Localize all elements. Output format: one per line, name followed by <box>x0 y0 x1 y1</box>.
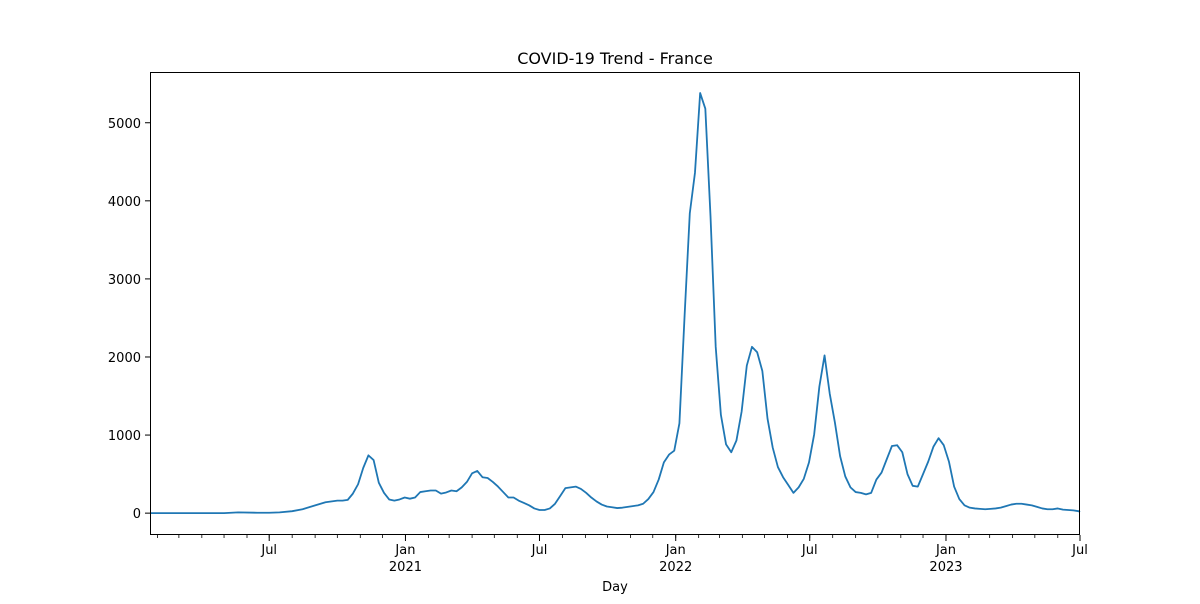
x-tick-label: Jul <box>531 543 548 558</box>
x-axis: Jul Jan 2021 Jul Jan 2022 Jul Jan 2023 Jul <box>157 535 1088 575</box>
y-tick-label: 1000 <box>108 429 141 444</box>
axes-frame <box>150 72 1080 535</box>
x-axis-label: Day <box>602 580 628 595</box>
y-tick-label: 3000 <box>108 273 141 288</box>
x-year-label: 2023 <box>929 560 962 575</box>
chart-title: COVID-19 Trend - France <box>517 49 713 68</box>
x-year-label: 2021 <box>389 560 422 575</box>
x-tick-label: Jul <box>260 543 277 558</box>
y-tick-label: 0 <box>133 507 141 522</box>
x-year-label: 2022 <box>659 560 692 575</box>
x-tick-label: Jul <box>1071 543 1088 558</box>
y-tick-label: 2000 <box>108 351 141 366</box>
x-tick-label: Jan <box>665 543 686 558</box>
y-axis: 0 1000 2000 3000 4000 5000 <box>108 117 150 522</box>
plot-area <box>150 92 1081 515</box>
series-line <box>150 92 1081 515</box>
x-tick-label: Jan <box>394 543 415 558</box>
y-tick-label: 4000 <box>108 195 141 210</box>
y-tick-label: 5000 <box>108 117 141 132</box>
x-tick-label: Jan <box>935 543 956 558</box>
x-tick-label: Jul <box>801 543 818 558</box>
